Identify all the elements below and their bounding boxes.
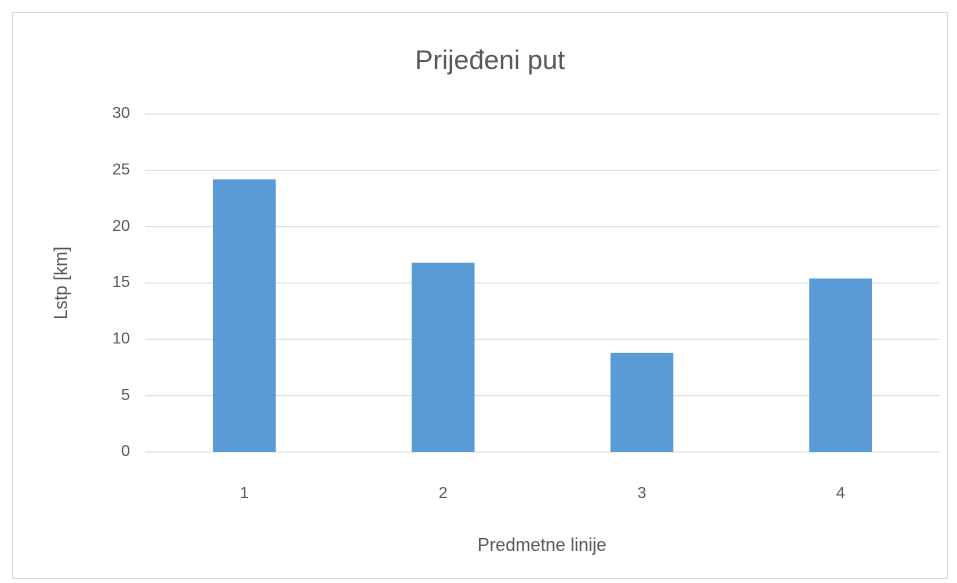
y-tick-label: 10	[112, 331, 130, 348]
y-tick-label: 5	[121, 387, 130, 404]
x-axis-label: Predmetne linije	[477, 535, 606, 555]
y-axis-label: Lstp [km]	[51, 246, 71, 319]
bar	[610, 352, 674, 452]
y-tick-label: 20	[112, 218, 130, 235]
x-tick-label: 3	[637, 485, 646, 502]
y-tick-label: 15	[112, 274, 130, 291]
chart-frame	[12, 12, 948, 579]
y-tick-label: 30	[112, 105, 130, 122]
x-tick-label: 2	[439, 485, 448, 502]
chart-title: Prijeđeni put	[415, 45, 566, 75]
y-tick-label: 0	[121, 443, 130, 460]
bar	[212, 179, 276, 452]
bar	[411, 262, 475, 452]
x-tick-label: 4	[836, 485, 845, 502]
y-tick-label: 25	[112, 162, 130, 179]
x-tick-label: 1	[240, 485, 249, 502]
bar	[809, 278, 873, 452]
